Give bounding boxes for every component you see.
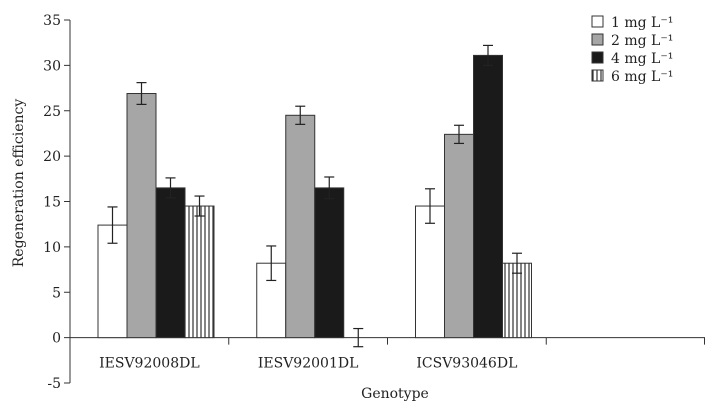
- bar: [314, 187, 345, 339]
- bar: [285, 114, 316, 339]
- bar: [126, 93, 157, 339]
- bar: [415, 205, 445, 339]
- legend-label: 4 mg L⁻¹: [611, 51, 673, 67]
- y-tick-label: 0: [52, 331, 61, 347]
- legend-swatch: [591, 33, 604, 46]
- x-tick-label: ICSV93046DL: [416, 356, 517, 372]
- legend-label: 2 mg L⁻¹: [611, 33, 673, 49]
- legend-label: 1 mg L⁻¹: [611, 15, 673, 31]
- y-tick-label: 30: [43, 58, 61, 74]
- bar: [184, 205, 215, 339]
- y-tick-label: -5: [47, 376, 61, 392]
- y-tick-label: 35: [43, 13, 61, 29]
- x-tick-label: IESV92008DL: [99, 356, 200, 372]
- bar: [502, 262, 532, 339]
- plot-area: -5 0 5 10 15 20 25 30 35 IESV92008DL IESV92001DL IC…: [43, 13, 705, 392]
- x-axis-title: Genotype: [361, 386, 429, 402]
- legend: 1 mg L⁻¹ 2 mg L⁻¹ 4 mg L⁻¹ 6 mg L⁻¹: [591, 15, 673, 85]
- y-tick-label: 15: [43, 195, 61, 211]
- y-tick-label: 5: [52, 285, 61, 301]
- bar: [97, 224, 128, 339]
- y-axis-title: Regeneration efficiency: [11, 99, 27, 268]
- y-tick-label: 20: [43, 149, 61, 165]
- y-tick-label: 10: [43, 240, 61, 256]
- bar: [155, 187, 186, 339]
- y-tick-label: 25: [43, 104, 61, 120]
- legend-label: 6 mg L⁻¹: [611, 69, 673, 85]
- bar: [473, 54, 503, 339]
- legend-swatch: [591, 51, 604, 64]
- legend-swatch: [591, 69, 604, 82]
- legend-swatch: [591, 15, 604, 28]
- bar: [444, 133, 474, 339]
- x-tick-label: IESV92001DL: [258, 356, 359, 372]
